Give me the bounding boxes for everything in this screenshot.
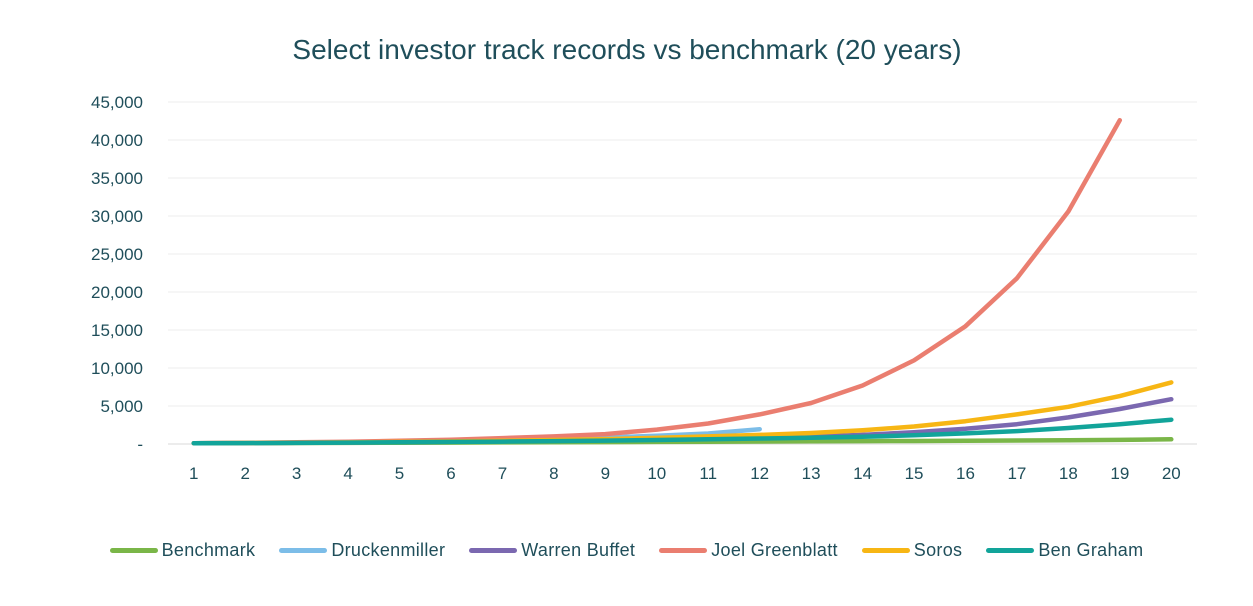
legend-item-benchmark: Benchmark: [109, 539, 256, 561]
y-axis: 45,000 40,000 35,000 30,000 25,000 20,000 15,0…: [91, 93, 143, 454]
legend-label: Druckenmiller: [331, 539, 446, 560]
legend-swatch: [109, 547, 158, 553]
x-tick-label: 12: [750, 464, 769, 483]
series-line-joel-greenblatt: [191, 117, 1123, 446]
legend-label: Benchmark: [161, 539, 256, 560]
y-tick-label: 5,000: [100, 397, 143, 416]
x-tick-label: 14: [853, 464, 872, 483]
legend-label: Joel Greenblatt: [711, 539, 838, 560]
x-tick-label: 16: [956, 464, 975, 483]
y-tick-label: 30,000: [91, 207, 143, 226]
legend: Benchmark Druckenmiller Warren Buffet Joel …: [0, 536, 1253, 564]
legend-swatch: [986, 547, 1035, 553]
x-tick-label: 5: [395, 464, 404, 483]
chart-title: Select investor track records vs benchma…: [292, 34, 961, 65]
x-tick-label: 7: [498, 464, 507, 483]
legend-label: Ben Graham: [1038, 539, 1144, 560]
x-tick-label: 2: [240, 464, 249, 483]
legend-item-warren-buffet: Warren Buffet: [469, 540, 635, 561]
series-lines: [191, 117, 1174, 446]
x-tick-label: 6: [446, 464, 455, 483]
y-tick-label: 45,000: [91, 93, 143, 112]
x-tick-label: 10: [647, 464, 666, 483]
x-tick-label: 11: [699, 464, 717, 483]
x-tick-label: 4: [343, 464, 352, 483]
y-tick-label: 10,000: [91, 359, 143, 378]
x-tick-label: 13: [802, 464, 821, 483]
y-tick-label: 20,000: [91, 283, 143, 302]
y-tick-label: 15,000: [91, 321, 143, 340]
x-tick-label: 19: [1110, 464, 1129, 483]
y-tick-label: 25,000: [91, 245, 143, 264]
legend-swatch: [279, 547, 328, 553]
legend-swatch: [469, 547, 518, 553]
legend-item-soros: Soros: [861, 539, 963, 561]
y-tick-label: -: [137, 435, 143, 454]
y-tick-label: 40,000: [91, 131, 143, 150]
x-tick-label: 3: [292, 464, 301, 483]
legend-swatch: [659, 547, 708, 553]
legend-item-ben-graham: Ben Graham: [986, 540, 1143, 561]
x-tick-label: 17: [1007, 464, 1026, 483]
legend-label: Warren Buffet: [521, 539, 636, 560]
x-tick-label: 1: [189, 464, 198, 483]
x-tick-label: 8: [549, 464, 558, 483]
gridlines: [168, 101, 1197, 445]
y-tick-label: 35,000: [91, 169, 143, 188]
legend-swatch: [861, 547, 910, 553]
legend-item-druckenmiller: Druckenmiller: [279, 540, 445, 561]
x-tick-label: 15: [905, 464, 924, 483]
legend-label: Soros: [913, 539, 963, 560]
series-line-ben-graham: [191, 417, 1174, 446]
x-axis: 1 2 3 4 5 6 7 8 9 10 11 12 13 14 15 16 17 18 19 20: [189, 464, 1181, 483]
legend-item-joel-greenblatt: Joel Greenblatt: [659, 540, 838, 561]
x-tick-label: 18: [1059, 464, 1078, 483]
x-tick-label: 9: [601, 464, 610, 483]
x-tick-label: 20: [1162, 464, 1181, 483]
